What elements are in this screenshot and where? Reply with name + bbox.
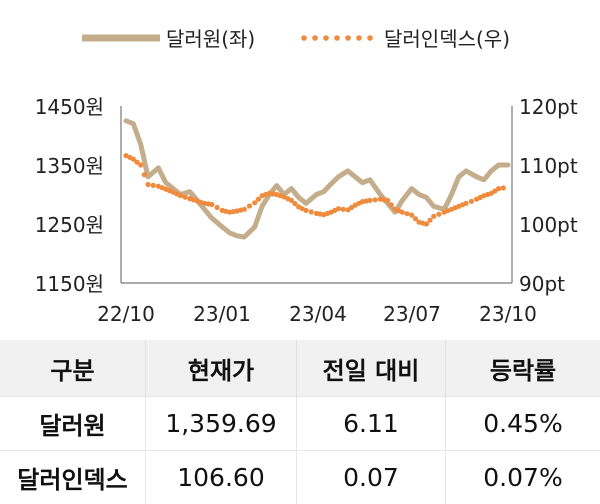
dxy-point	[252, 200, 258, 206]
y-left-tick-label: 1350원	[35, 154, 104, 178]
dxy-point	[412, 216, 418, 222]
legend-dot	[356, 35, 362, 41]
dxy-point	[404, 211, 410, 217]
dxy-point	[463, 200, 469, 206]
dxy-point	[436, 211, 442, 217]
dxy-point	[182, 194, 188, 200]
daily-change: 6.11	[296, 396, 446, 451]
y-right-tick-label: 120pt	[519, 95, 578, 119]
y-left-ticks: 1450원 1350원 1250원 1150원	[35, 95, 104, 296]
change-rate: 0.07%	[445, 450, 600, 504]
plot-area	[123, 118, 511, 240]
dxy-point	[496, 186, 502, 192]
dxy-point	[134, 159, 140, 165]
dxy-point	[209, 201, 215, 208]
dxy-point	[130, 156, 136, 162]
dxy-point	[427, 217, 433, 223]
series-dots-dxy	[123, 153, 506, 227]
dxy-point	[500, 185, 506, 191]
column-header: 전일 대비	[296, 340, 446, 397]
dxy-point	[246, 203, 253, 209]
change-rate: 0.45%	[445, 396, 600, 451]
y-left-tick-label: 1150원	[35, 272, 104, 296]
dxy-point	[409, 212, 415, 218]
table-row: 달러원 1,359.69 6.11 0.45%	[0, 396, 600, 451]
x-tick-label: 22/10	[97, 302, 155, 326]
y-left-tick-label: 1250원	[35, 213, 104, 237]
legend-dot	[345, 35, 351, 41]
y-right-tick-label: 100pt	[519, 213, 578, 237]
dxy-point	[388, 202, 394, 208]
dxy-point	[423, 221, 429, 227]
current-price: 106.60	[145, 450, 297, 504]
legend-label-dxy: 달러인덱스(우)	[384, 27, 510, 51]
legend-dot	[334, 35, 340, 41]
dxy-point	[292, 201, 298, 207]
x-ticks: 22/10 23/01 23/04 23/07 23/10	[97, 302, 537, 326]
column-header: 현재가	[145, 340, 297, 397]
series-line-usdkrw	[123, 118, 511, 240]
dxy-point	[288, 197, 294, 203]
dxy-point	[468, 198, 474, 204]
dxy-point	[348, 204, 355, 211]
dxy-point	[335, 206, 342, 212]
table-header-row: 구분 현재가 전일 대비 등락률	[0, 340, 600, 397]
current-price: 1,359.69	[145, 396, 297, 451]
column-header: 구분	[0, 340, 146, 397]
dxy-point	[340, 206, 346, 212]
legend-dot	[323, 35, 329, 41]
legend-dot	[301, 35, 307, 41]
y-right-ticks: 120pt 110pt 100pt 90pt	[519, 95, 578, 296]
dxy-point	[367, 197, 373, 203]
table-row: 달러인덱스 106.60 0.07 0.07%	[0, 450, 600, 504]
legend-dot	[367, 35, 373, 41]
row-label: 달러원	[0, 396, 146, 451]
dxy-point	[431, 213, 437, 219]
dxy-point	[150, 182, 156, 188]
fx-chart: 달러원(좌) 달러인덱스(우) 1450원 1350원 1250원 1150원 …	[35, 27, 578, 326]
legend-swatch-dxy	[301, 35, 373, 41]
legend-dot	[312, 35, 318, 41]
daily-change: 0.07	[296, 450, 446, 504]
dxy-point	[241, 206, 247, 212]
dxy-point	[308, 209, 314, 215]
dxy-point	[214, 204, 220, 211]
x-tick-label: 23/07	[383, 302, 441, 326]
legend-label-usdkrw: 달러원(좌)	[166, 27, 255, 51]
dxy-point	[141, 172, 147, 178]
dxy-point	[145, 181, 151, 188]
dxy-point	[399, 209, 405, 215]
x-tick-label: 23/01	[193, 302, 251, 326]
y-right-tick-label: 110pt	[519, 154, 578, 178]
dxy-point	[303, 207, 309, 213]
x-tick-label: 23/10	[479, 302, 537, 326]
dxy-point	[385, 197, 391, 203]
column-header: 등락률	[445, 340, 600, 397]
dxy-point	[372, 197, 378, 203]
fx-summary-table: 구분 현재가 전일 대비 등락률 달러원 1,359.69 6.11 0.45%…	[0, 340, 600, 504]
x-tick-label: 23/04	[289, 302, 347, 326]
chart-legend: 달러원(좌) 달러인덱스(우)	[82, 27, 510, 51]
y-right-tick-label: 90pt	[519, 272, 565, 296]
dxy-point	[255, 196, 261, 202]
y-left-tick-label: 1450원	[35, 95, 104, 119]
dxy-point	[177, 193, 183, 199]
dxy-point	[138, 162, 144, 168]
row-label: 달러인덱스	[0, 450, 146, 504]
dxy-point	[492, 188, 498, 194]
